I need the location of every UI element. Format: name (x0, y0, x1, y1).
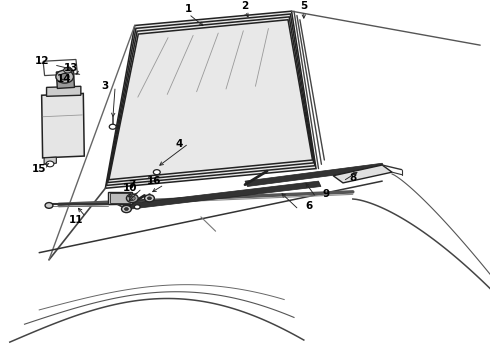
Circle shape (134, 205, 140, 209)
Circle shape (153, 170, 160, 175)
Circle shape (126, 194, 138, 203)
Text: 7: 7 (128, 180, 136, 190)
Text: 16: 16 (147, 176, 162, 186)
Text: 4: 4 (175, 139, 183, 149)
Circle shape (45, 203, 53, 208)
Polygon shape (245, 163, 385, 186)
Text: 12: 12 (34, 56, 49, 66)
Circle shape (64, 67, 72, 73)
Polygon shape (42, 94, 84, 158)
Text: 14: 14 (56, 74, 71, 84)
Circle shape (56, 70, 74, 83)
Circle shape (124, 208, 128, 211)
Polygon shape (110, 193, 130, 203)
Polygon shape (47, 86, 81, 96)
Circle shape (109, 124, 116, 129)
Polygon shape (333, 165, 392, 183)
Text: 1: 1 (185, 4, 192, 14)
Text: 9: 9 (322, 189, 329, 199)
Circle shape (46, 161, 54, 167)
Text: 11: 11 (69, 216, 83, 225)
Polygon shape (56, 71, 74, 89)
Circle shape (129, 196, 135, 201)
Text: 13: 13 (64, 63, 78, 73)
Text: 15: 15 (32, 163, 47, 174)
Text: 3: 3 (102, 81, 109, 91)
Polygon shape (44, 157, 56, 164)
Text: 8: 8 (349, 172, 356, 183)
Polygon shape (108, 192, 132, 204)
Circle shape (147, 197, 151, 200)
Polygon shape (122, 181, 321, 210)
Circle shape (122, 206, 131, 213)
Circle shape (60, 73, 69, 80)
Circle shape (145, 195, 154, 202)
Polygon shape (105, 11, 316, 188)
Text: 6: 6 (305, 201, 312, 211)
Text: 10: 10 (122, 183, 137, 193)
Text: 5: 5 (300, 1, 307, 11)
Text: 2: 2 (242, 1, 248, 11)
